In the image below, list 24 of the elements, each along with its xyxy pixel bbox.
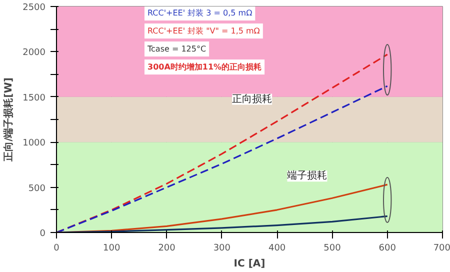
y-tick-label: 500 [28,184,46,194]
y-tick-label: 2000 [22,48,46,58]
x-tick-label: 500 [324,244,342,254]
y-tick-label: 2500 [22,3,46,13]
x-tick-label: 400 [268,244,286,254]
annotation: RCC'+EE' 封装 3 = 0,5 mΩ [148,8,252,18]
y-tick-label: 1500 [22,93,46,104]
line-series [56,215,388,232]
y-tick-label: 1000 [22,138,46,149]
annotation: 正向损耗 [232,92,272,105]
x-axis-title: IC [A] [234,258,266,270]
annotation: 端子损耗 [287,170,328,182]
annotation: RCC'+EE' 封装 "V" = 1,5 mΩ [148,26,260,36]
x-tick-label: 600 [378,244,396,254]
x-tick-label: 100 [103,244,121,254]
y-tick-label: 0 [40,229,46,239]
line-series [56,85,388,232]
annotation: Tcase = 125°C [146,44,206,54]
x-tick-label: 200 [158,244,176,254]
y-axis-title: 正向/端子损耗[W] [2,78,15,162]
x-tick-label: 300 [213,244,231,254]
x-tick-label: 700 [433,244,450,254]
annotation: 300A时约增加11%的正向损耗 [148,62,262,72]
x-tick-label: 0 [54,244,60,254]
